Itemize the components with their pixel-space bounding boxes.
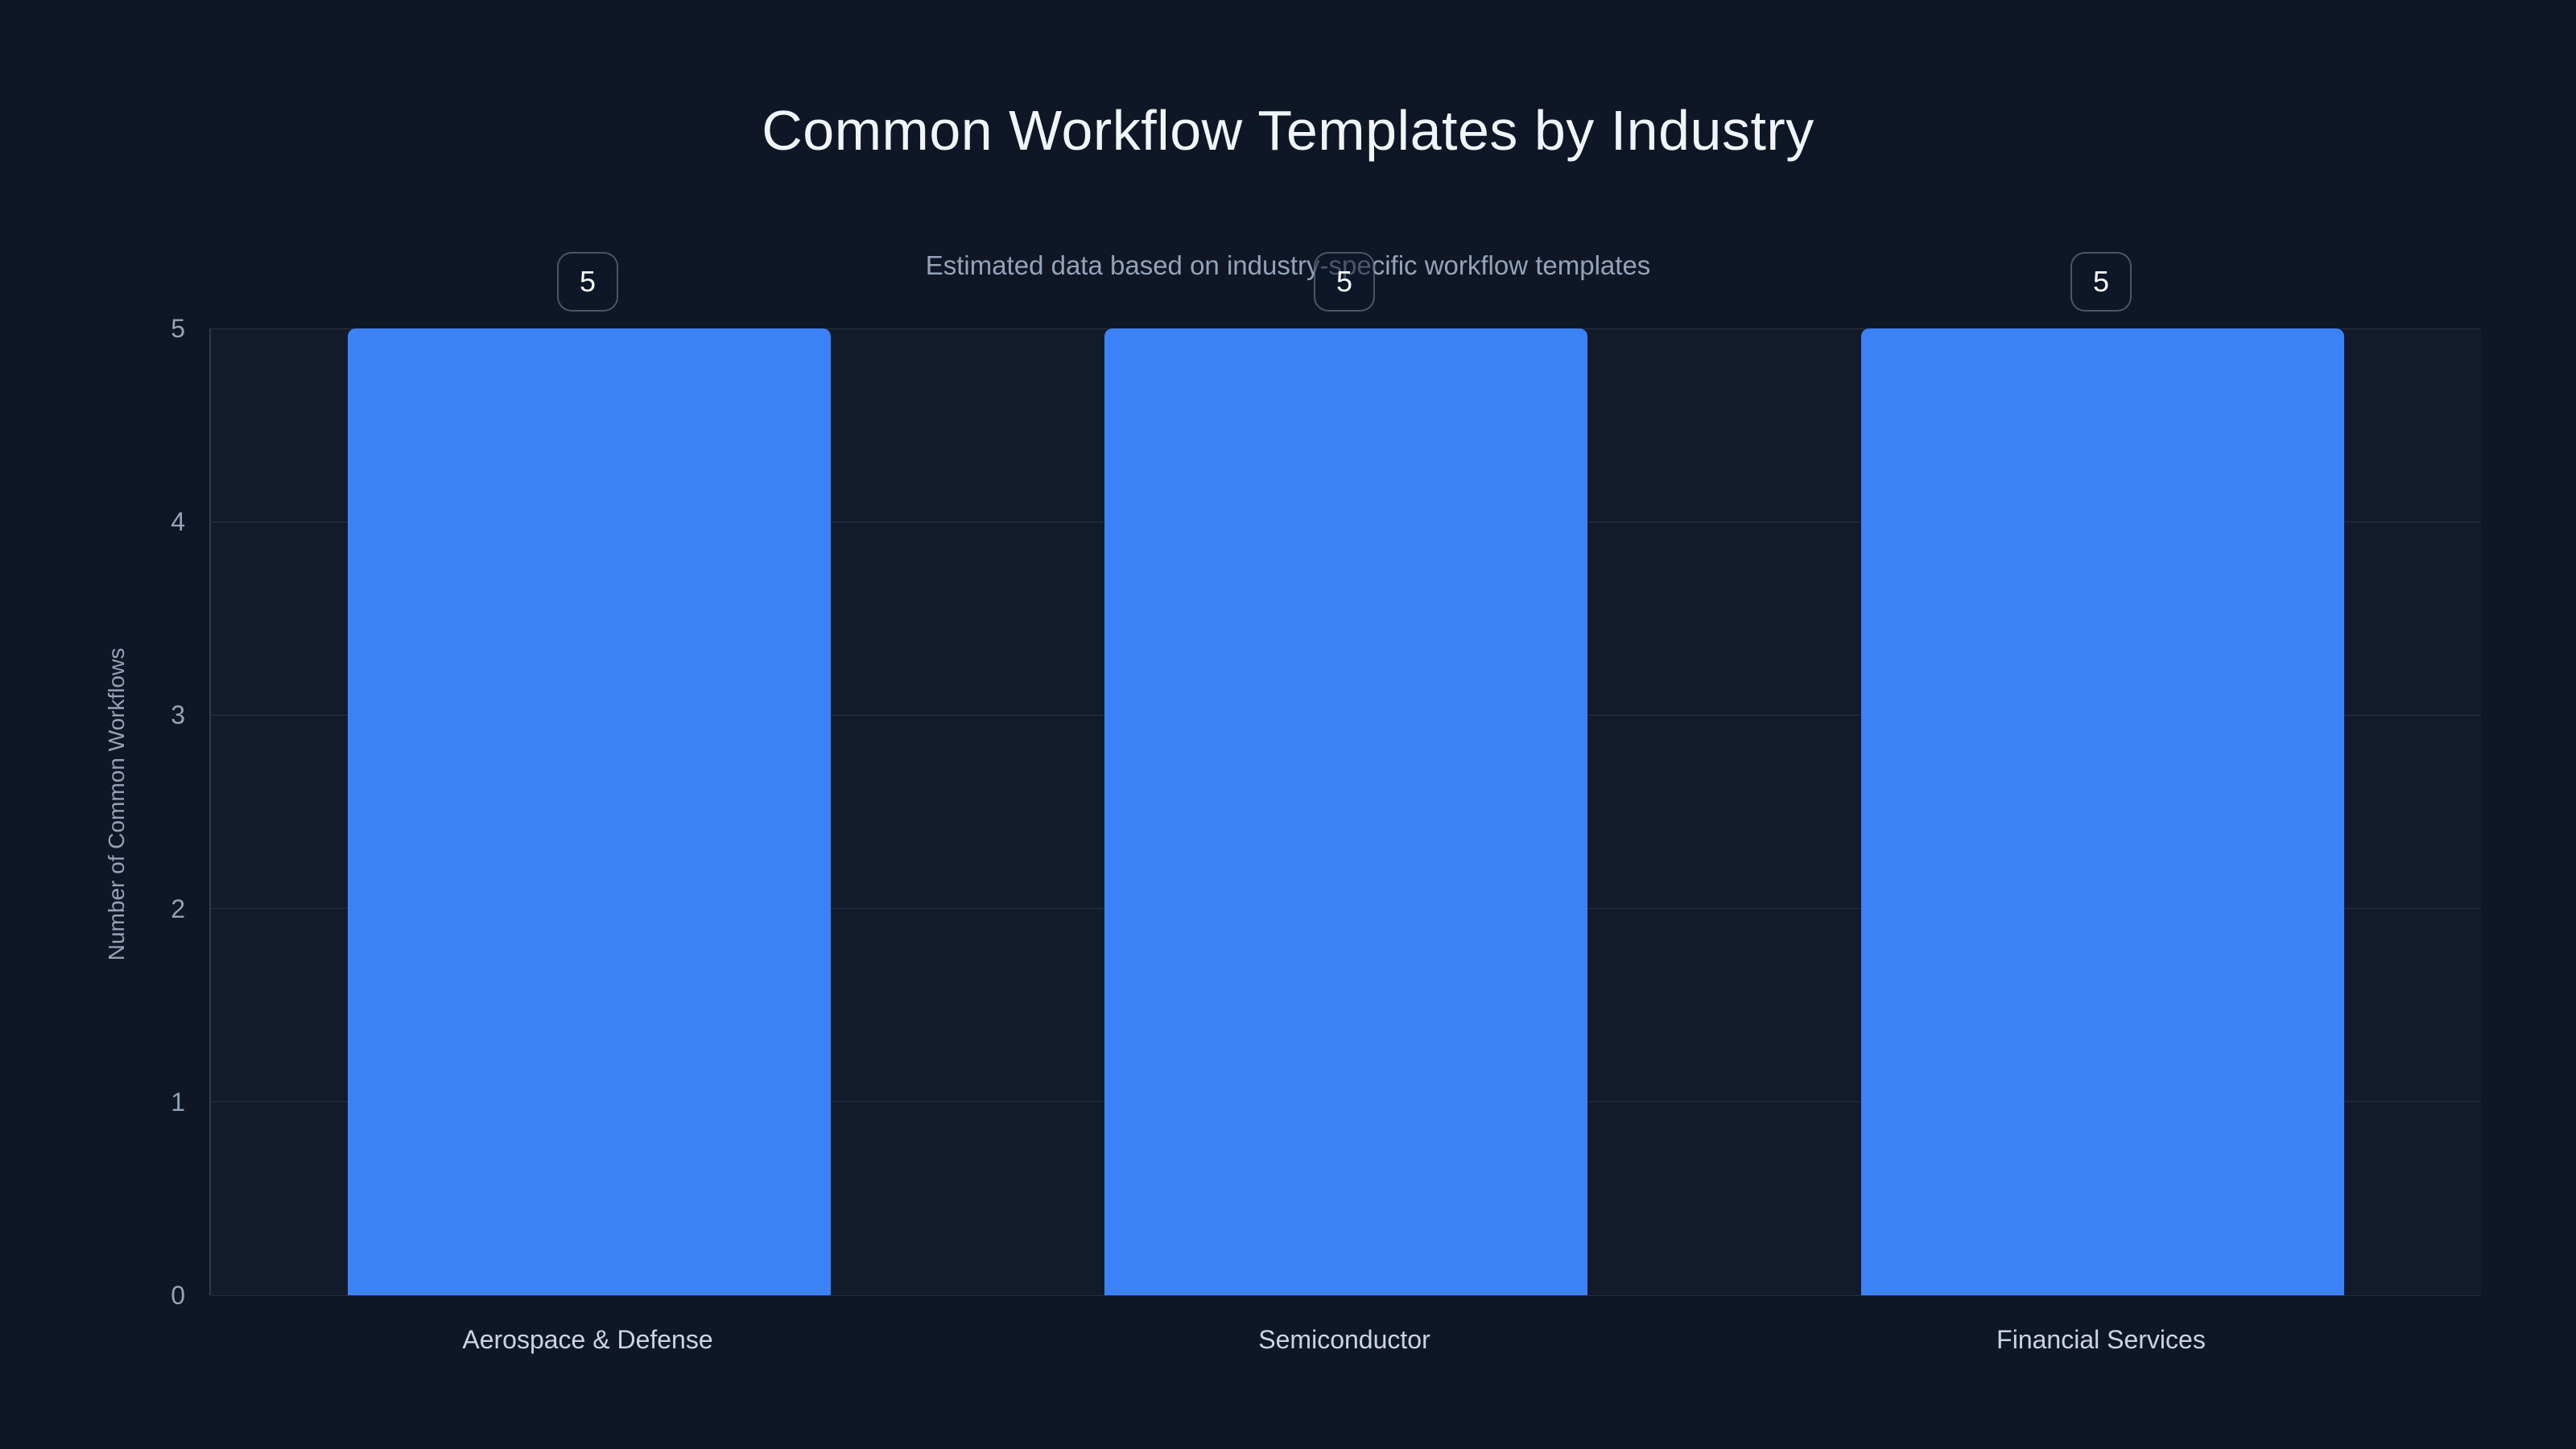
gridline (211, 1294, 2481, 1296)
y-tick-label: 4 (171, 507, 185, 537)
y-tick-label: 0 (171, 1281, 185, 1310)
chart-subtitle: Estimated data based on industry-specifi… (925, 250, 1651, 280)
value-badge: 5 (2070, 252, 2132, 312)
plot-area (209, 328, 2481, 1296)
bar-financial-services[interactable] (1861, 328, 2344, 1295)
x-axis-label: Semiconductor (1258, 1325, 1430, 1354)
y-tick-label: 5 (171, 314, 185, 343)
x-axis-label: Aerospace & Defense (462, 1325, 713, 1354)
y-tick-label: 3 (171, 700, 185, 730)
bar-aerospace-defense[interactable] (348, 328, 831, 1295)
value-badge: 5 (557, 252, 618, 312)
bar-semiconductor[interactable] (1104, 328, 1587, 1295)
y-tick-label: 2 (171, 894, 185, 923)
y-tick-label: 1 (171, 1087, 185, 1117)
value-badge: 5 (1314, 252, 1375, 312)
chart-title: Common Workflow Templates by Industry (762, 99, 1814, 162)
x-axis-label: Financial Services (1996, 1325, 2206, 1354)
